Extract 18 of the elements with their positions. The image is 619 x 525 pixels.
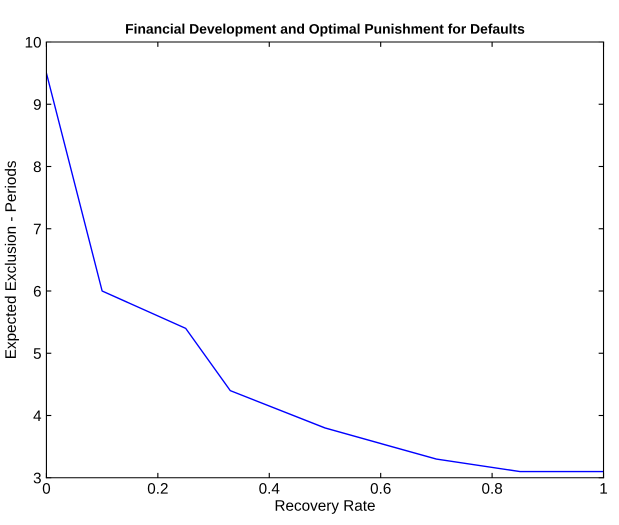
x-tick-label: 0.6 [370, 483, 391, 494]
y-tick-label: 9 [34, 99, 41, 110]
y-tick-label: 5 [34, 348, 41, 359]
x-tick-label: 0.8 [482, 483, 502, 494]
chart-title: Financial Development and Optimal Punishment for Defaults [126, 24, 524, 37]
y-tick-label: 3 [34, 472, 41, 484]
x-tick-label: 0.2 [148, 483, 168, 494]
x-tick-label: 1 [600, 483, 608, 494]
x-axis-title: Recovery Rate [276, 500, 375, 514]
y-tick-label: 4 [33, 410, 42, 422]
line-series [46, 72, 604, 472]
y-axis-title: Expected Exclusion - Periods [4, 161, 20, 358]
y-tick-label: 7 [34, 224, 41, 234]
x-tick-label: 0 [42, 483, 50, 494]
y-tick-label: 10 [26, 36, 41, 48]
y-tick-label: 6 [34, 286, 41, 297]
y-tick-label: 8 [34, 161, 41, 172]
x-tick-label: 0.4 [259, 483, 280, 494]
